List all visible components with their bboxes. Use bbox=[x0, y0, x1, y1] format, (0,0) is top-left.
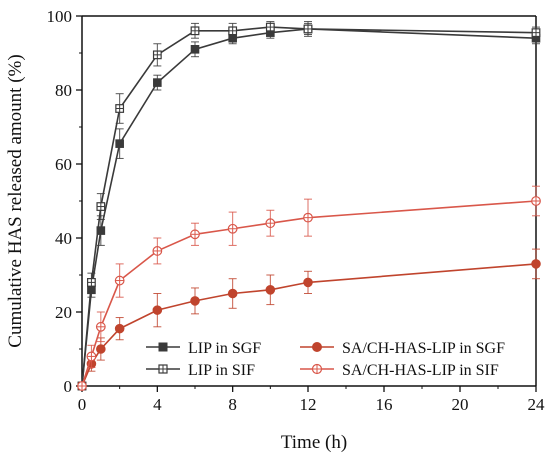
series-3-point bbox=[227, 288, 238, 299]
series-3-point bbox=[152, 305, 163, 315]
series-2-point bbox=[265, 22, 275, 32]
x-tick-label: 16 bbox=[376, 395, 393, 414]
series-2-point bbox=[87, 278, 96, 287]
legend-swatch-marker bbox=[158, 342, 168, 352]
series-3-point bbox=[96, 344, 106, 354]
y-tick-label: 80 bbox=[55, 81, 72, 100]
x-tick-label: 4 bbox=[153, 395, 162, 414]
series-4-point bbox=[531, 196, 541, 206]
series-4-point bbox=[77, 381, 87, 391]
legend-item-3: SA/CH-HAS-LIP in SGF bbox=[300, 340, 505, 357]
series-2-point bbox=[152, 50, 162, 60]
series-4-point bbox=[190, 229, 200, 240]
series-4-point bbox=[95, 321, 106, 332]
series-4-point bbox=[152, 246, 163, 256]
series-2-point bbox=[531, 28, 541, 38]
y-tick-label: 60 bbox=[55, 155, 72, 174]
x-tick-label: 20 bbox=[452, 395, 469, 414]
series-3-point bbox=[303, 277, 313, 288]
legend-label: LIP in SGF bbox=[188, 340, 261, 357]
axes-layer: 0 20 40 60 80 100 0 4 8 12 16 20 24 bbox=[47, 7, 546, 414]
y-axis-title: Cumulative HAS released amount (%) bbox=[5, 54, 26, 347]
series-3-point bbox=[114, 323, 125, 334]
series-4-point bbox=[86, 351, 97, 362]
legend-label: LIP in SIF bbox=[188, 362, 255, 379]
series-1-point bbox=[96, 226, 106, 235]
legend: LIP in SGF LIP in SIF SA/CH-HAS-LIP in SGF… bbox=[146, 340, 505, 379]
series-1-point bbox=[153, 78, 162, 87]
x-tick-label: 0 bbox=[78, 395, 87, 414]
series-3-point bbox=[190, 296, 200, 306]
legend-swatch-marker bbox=[311, 363, 323, 375]
series-layer bbox=[77, 21, 541, 391]
series-4-point bbox=[265, 218, 276, 229]
series-1 bbox=[77, 22, 541, 391]
x-tick-label: 12 bbox=[300, 395, 317, 414]
y-tick-label: 100 bbox=[47, 7, 73, 26]
series-4-point bbox=[227, 223, 238, 234]
legend-swatch-marker bbox=[158, 364, 168, 374]
legend-label: SA/CH-HAS-LIP in SGF bbox=[342, 340, 505, 357]
legend-label: SA/CH-HAS-LIP in SIF bbox=[342, 362, 499, 379]
x-tick-label: 24 bbox=[528, 395, 546, 414]
series-2-line bbox=[81, 26, 537, 387]
series-2-point bbox=[303, 24, 313, 34]
y-tick-label: 40 bbox=[55, 229, 72, 248]
series-4-point bbox=[114, 275, 125, 286]
series-4-point bbox=[303, 212, 313, 223]
series-2-point bbox=[96, 202, 106, 211]
legend-item-1: LIP in SGF bbox=[146, 340, 261, 357]
series-1-line bbox=[81, 28, 537, 387]
series-2-point bbox=[228, 26, 238, 36]
series-1-point bbox=[115, 139, 124, 148]
series-2-point bbox=[115, 104, 125, 113]
y-tick-label: 20 bbox=[55, 303, 72, 322]
x-axis-title: Time (h) bbox=[281, 432, 347, 453]
series-4-line bbox=[81, 200, 537, 387]
series-3-point bbox=[265, 285, 276, 295]
legend-item-2: LIP in SIF bbox=[146, 362, 255, 379]
x-tick-label: 8 bbox=[228, 395, 237, 414]
legend-item-4: SA/CH-HAS-LIP in SIF bbox=[300, 362, 499, 379]
series-1-point bbox=[190, 45, 200, 54]
legend-swatch-marker bbox=[312, 342, 322, 352]
series-2-point bbox=[190, 26, 200, 36]
y-tick-label: 0 bbox=[64, 377, 73, 396]
series-4 bbox=[77, 185, 541, 391]
series-3-point bbox=[531, 259, 541, 269]
